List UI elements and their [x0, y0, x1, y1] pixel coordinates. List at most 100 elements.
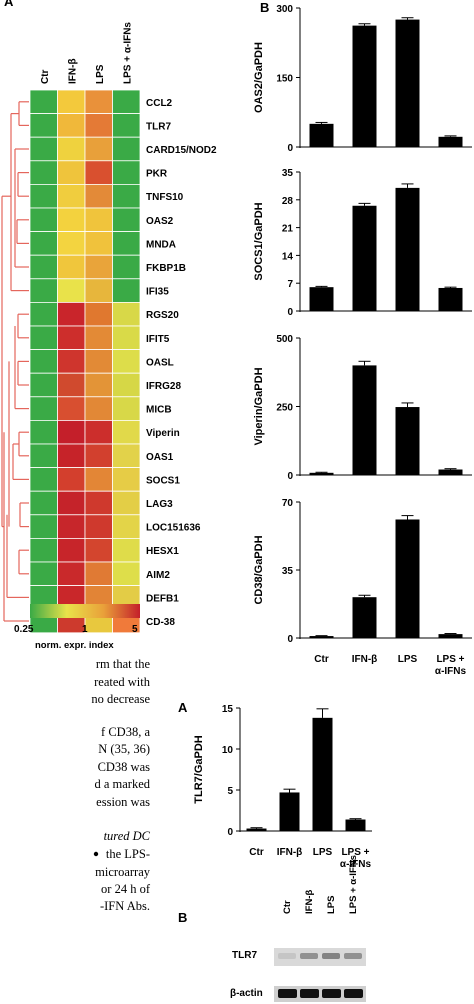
heatmap-cell: [84, 160, 113, 185]
heatmap-cell: [29, 561, 58, 587]
y-tick-label: 21: [282, 224, 294, 235]
body-text-line: ession was: [96, 795, 150, 809]
heatmap-cell: [84, 231, 113, 256]
heatmap-gene-label: FKBP1B: [146, 263, 186, 274]
bar: [395, 407, 420, 475]
blot-column-label: Ctr: [282, 900, 293, 914]
heatmap-gene-label: DEFB1: [146, 593, 179, 604]
heatmap-cell: [84, 278, 113, 303]
heatmap-gene-label: IFIT5: [146, 334, 170, 345]
heatmap-cell: [112, 254, 141, 280]
heatmap-gene-label: LAG3: [146, 499, 173, 510]
heatmap-cell: [29, 89, 58, 115]
heatmap-cell: [112, 113, 141, 138]
blot-band: [278, 953, 296, 959]
bar: [309, 636, 334, 638]
blot-column-label: LPS: [326, 896, 337, 914]
heatmap-gene-label: CCL2: [146, 98, 173, 109]
heatmap-cell: [29, 514, 58, 539]
bar-chart-1: 0 150 300 OAS2/GaPDH: [253, 4, 472, 154]
heatmap-cell: [57, 443, 86, 469]
bar: [246, 828, 267, 831]
bar: [352, 205, 377, 311]
heatmap-cell: [57, 207, 86, 233]
heatmap-cell: [57, 419, 86, 445]
body-text: rm that the reated with no decrease f CD38,…: [91, 657, 150, 913]
heatmap-cell: [29, 160, 58, 185]
body-text-line: rm that the: [96, 657, 151, 671]
bar-chart-3: 0 250 500 Viperin/GaPDH: [253, 334, 472, 482]
heatmap-cell: [84, 349, 113, 374]
heatmap-cell: [112, 301, 141, 327]
y-tick-label: 0: [287, 634, 293, 645]
body-text-line: d a marked: [94, 777, 150, 791]
heatmap-cell: [57, 396, 86, 421]
color-scale: 0.25 1 5 norm. expr. index: [14, 604, 140, 651]
bar: [395, 187, 420, 311]
y-axis-label: OAS2/GaPDH: [253, 42, 265, 113]
heatmap-cell: [57, 514, 86, 539]
heatmap-cell: [84, 183, 113, 209]
heatmap-cell: [29, 396, 58, 421]
heatmap-column-labels: Ctr IFN-β LPS LPS + α-IFNs: [40, 22, 134, 84]
heatmap-cell: [84, 538, 113, 563]
heatmap-cell: [84, 89, 113, 115]
heatmap-cell: [29, 325, 58, 351]
blot-band: [278, 989, 297, 998]
heatmap-cell: [84, 396, 113, 421]
y-axis-label: CD38/GaPDH: [253, 535, 265, 604]
y-tick-label: 150: [276, 74, 293, 85]
blot-band: [322, 953, 340, 959]
blot-band: [322, 989, 341, 998]
color-scale-max: 5: [132, 624, 138, 635]
heatmap: [29, 89, 141, 634]
bar-charts: 0150300OAS2/GaPDH0714212835SOCS1/GaPDH02…: [193, 4, 472, 870]
heatmap-cell: [84, 372, 113, 398]
heatmap-cell: [57, 301, 86, 327]
body-text-line: microarray: [95, 865, 151, 879]
heatmap-cell: [112, 89, 141, 115]
bar-chart-5: 0 5 10 15 TLR7/GaPDH Ctr IFN-β LPS LPS +α-IFNs: [193, 704, 372, 870]
heatmap-cell: [112, 443, 141, 469]
y-tick-label: 500: [276, 334, 293, 345]
heatmap-gene-label: CD-38: [146, 617, 175, 628]
y-tick-label: 35: [282, 168, 294, 179]
y-tick-label: 28: [282, 196, 294, 207]
body-text-line: N (35, 36): [98, 742, 150, 756]
heatmap-cell: [84, 467, 113, 492]
heatmap-gene-labels: CCL2 TLR7 CARD15/NOD2 PKR TNFS10 OAS2 MNDA FKBP…: [146, 98, 217, 628]
heatmap-cell: [57, 231, 86, 256]
heatmap-cell: [29, 278, 58, 303]
heatmap-cell: [57, 160, 86, 185]
heatmap-cell: [57, 538, 86, 563]
category-label: LPS: [313, 847, 333, 858]
heatmap-gene-label: Viperin: [146, 428, 180, 439]
bar: [352, 25, 377, 147]
panel-label-bars: B: [260, 0, 269, 15]
heatmap-cell: [29, 207, 58, 233]
bar: [279, 792, 300, 831]
y-tick-label: 0: [287, 307, 293, 318]
body-text-line: tured DC: [104, 829, 151, 843]
category-label: IFN-β: [277, 847, 303, 858]
heatmap-gene-label: IFI35: [146, 287, 169, 298]
body-text-line: the LPS-: [106, 847, 150, 861]
heatmap-cell: [112, 419, 141, 445]
heatmap-cell: [84, 113, 113, 138]
y-tick-label: 35: [282, 566, 294, 577]
color-scale-min: 0.25: [14, 624, 34, 635]
y-tick-label: 10: [222, 745, 234, 756]
heatmap-cell: [112, 514, 141, 539]
bar: [438, 136, 463, 147]
heatmap-cell: [112, 231, 141, 256]
heatmap-gene-label: TNFS10: [146, 192, 184, 203]
heatmap-cell: [57, 136, 86, 162]
heatmap-column-label: LPS: [95, 64, 106, 84]
heatmap-gene-label: IFRG28: [146, 381, 181, 392]
bar: [312, 717, 333, 831]
y-tick-label: 15: [222, 704, 234, 715]
heatmap-cell: [57, 372, 86, 398]
panel-label-tlr7: A: [178, 700, 188, 715]
color-scale-mid: 1: [82, 624, 88, 635]
